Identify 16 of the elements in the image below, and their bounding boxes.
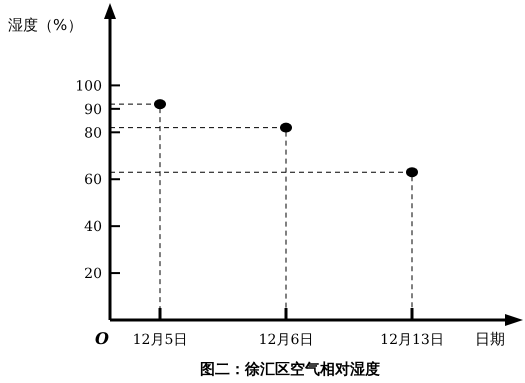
text: O bbox=[95, 329, 110, 348]
y-tick-label: 40 bbox=[84, 219, 102, 236]
y-tick-label: 90 bbox=[84, 102, 102, 118]
x-tick-label: 12月6日 bbox=[258, 332, 314, 348]
point bbox=[154, 99, 166, 110]
x-tick-label: 12月5日 bbox=[132, 332, 188, 348]
point bbox=[406, 167, 418, 178]
x-axis-title: 日期 bbox=[475, 330, 505, 348]
y-tick-label: 100 bbox=[75, 78, 102, 94]
point bbox=[280, 122, 292, 133]
x-tick-label: 12月13日 bbox=[380, 332, 444, 348]
y-tick-label: 60 bbox=[84, 172, 102, 188]
y-tick-label: 20 bbox=[84, 266, 102, 282]
y-axis-title: 湿度（%） bbox=[8, 16, 82, 34]
text: 图二：徐汇区空气相对湿度 bbox=[200, 360, 380, 378]
y-tick-label: 80 bbox=[84, 125, 102, 142]
